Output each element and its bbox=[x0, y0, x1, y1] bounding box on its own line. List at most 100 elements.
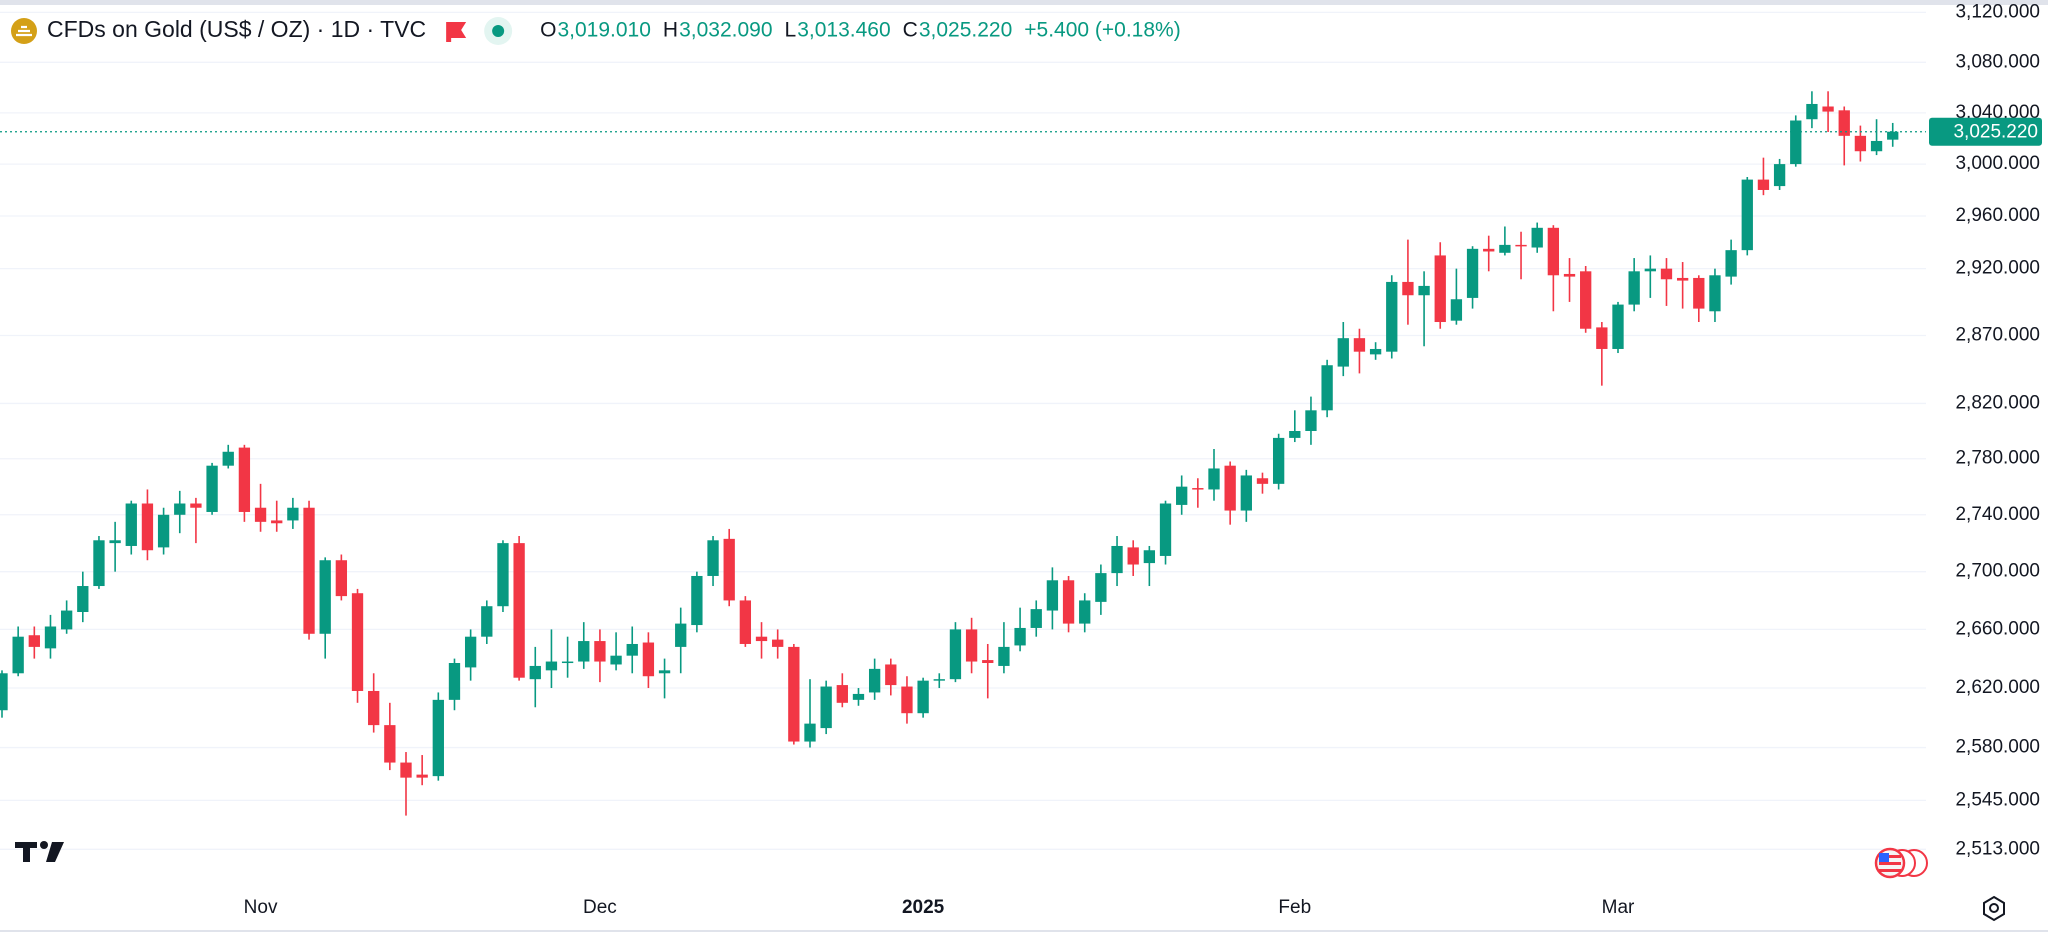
candle-body bbox=[1870, 140, 1883, 152]
candle-body bbox=[1159, 503, 1172, 556]
candle-body bbox=[1127, 547, 1139, 565]
ohlc-prefix: O bbox=[540, 19, 556, 42]
candle-body bbox=[1612, 304, 1624, 349]
x-tick-label: Nov bbox=[244, 897, 278, 918]
candle-body bbox=[319, 560, 331, 634]
last-price-tag bbox=[1929, 117, 2042, 146]
y-tick-label: 3,040.000 bbox=[1955, 102, 2040, 123]
candle-body bbox=[1854, 135, 1867, 152]
candle-body bbox=[1224, 465, 1236, 511]
candle-body bbox=[1337, 338, 1349, 367]
candle-body bbox=[917, 680, 929, 714]
ohlc-value: 3,013.460 bbox=[797, 19, 890, 42]
candle-body bbox=[448, 663, 461, 700]
ohlc-prefix: H bbox=[663, 19, 678, 42]
flag-icons[interactable] bbox=[1874, 847, 1928, 879]
candle-body bbox=[1434, 255, 1446, 323]
y-tick-label: 2,700.000 bbox=[1955, 561, 2040, 582]
candle-body bbox=[1192, 488, 1204, 490]
ohlc-prefix: L bbox=[785, 19, 797, 42]
candle-body bbox=[1062, 580, 1075, 624]
candle-body bbox=[723, 538, 735, 601]
candle-body bbox=[1321, 365, 1333, 411]
candle-body bbox=[222, 451, 234, 466]
x-tick-label: Mar bbox=[1602, 897, 1635, 918]
candle-body bbox=[44, 626, 57, 649]
candle-body bbox=[1256, 478, 1269, 484]
ohlc-value: 3,025.220 bbox=[919, 19, 1012, 42]
candle-body bbox=[1773, 164, 1786, 187]
candle-body bbox=[416, 774, 428, 778]
top-border bbox=[0, 0, 2048, 5]
candle-body bbox=[1660, 268, 1673, 280]
candle-body bbox=[28, 635, 40, 647]
candle-body bbox=[1709, 275, 1721, 312]
candles bbox=[0, 91, 1926, 816]
candle-body bbox=[1483, 248, 1495, 252]
candle-body bbox=[1369, 348, 1382, 355]
ohlc-prefix: C bbox=[903, 19, 918, 42]
candle-body bbox=[626, 643, 638, 656]
axes: 3,120.000 3,080.000 3,040.000 3,000.000 2,96… bbox=[244, 1, 2042, 918]
candle-body bbox=[658, 670, 671, 674]
candle-body bbox=[545, 661, 558, 671]
y-tick-label: 2,870.000 bbox=[1955, 324, 2040, 345]
candle-body bbox=[868, 668, 881, 693]
candle-body bbox=[1079, 600, 1091, 624]
candle-body bbox=[464, 636, 477, 668]
candle-body bbox=[1111, 545, 1123, 574]
y-tick-label: 3,000.000 bbox=[1955, 153, 2040, 174]
candle-body bbox=[0, 673, 8, 711]
candle-body bbox=[1887, 131, 1899, 140]
candle-body bbox=[497, 543, 509, 607]
settings-icon[interactable] bbox=[1983, 895, 2005, 922]
candle-body bbox=[1418, 285, 1430, 296]
candle-body bbox=[982, 660, 994, 664]
candle-body bbox=[1531, 227, 1543, 248]
candle-body bbox=[93, 540, 105, 587]
x-tick-label: Feb bbox=[1278, 897, 1311, 918]
candle-body bbox=[820, 686, 832, 729]
status-dot bbox=[492, 25, 505, 37]
candle-body bbox=[1014, 627, 1026, 646]
candle-body bbox=[513, 543, 525, 678]
legend-header: CFDs on Gold (US$ / OZ) · 1D · TVC O 3,019… bbox=[11, 16, 1181, 45]
candle-body bbox=[642, 642, 655, 677]
candle-body bbox=[1499, 244, 1511, 253]
candle-body bbox=[594, 641, 606, 662]
candle-body bbox=[1095, 573, 1107, 602]
candle-body bbox=[303, 507, 315, 634]
candle-body bbox=[933, 679, 945, 681]
candle-body bbox=[1466, 248, 1479, 298]
candle-body bbox=[949, 629, 962, 680]
candle-body bbox=[755, 636, 768, 642]
candle-body bbox=[901, 686, 913, 714]
y-tick-label: 2,545.000 bbox=[1955, 789, 2040, 810]
candle-body bbox=[675, 623, 687, 647]
candle-body bbox=[190, 503, 202, 508]
candle-body bbox=[125, 503, 137, 546]
candle-body bbox=[885, 664, 897, 686]
y-tick-label: 2,660.000 bbox=[1955, 618, 2040, 639]
change-value: +5.400 (+0.18%) bbox=[1024, 19, 1180, 42]
candle-body bbox=[206, 465, 218, 512]
candle-body bbox=[529, 665, 541, 680]
candle-body bbox=[238, 447, 251, 512]
candle-body bbox=[1563, 273, 1576, 277]
candle-body bbox=[1838, 110, 1850, 136]
candle-body bbox=[772, 639, 784, 647]
grid bbox=[0, 11, 1926, 850]
flag-icon bbox=[446, 22, 467, 42]
candle-body bbox=[1806, 103, 1818, 120]
candle-body bbox=[1450, 299, 1463, 321]
candle-body bbox=[1580, 271, 1592, 329]
candle-body bbox=[1757, 179, 1770, 190]
candle-body bbox=[1790, 120, 1802, 165]
candle-body bbox=[141, 503, 154, 551]
candle-body bbox=[1176, 486, 1188, 505]
candle-body bbox=[561, 661, 574, 664]
candle-body bbox=[998, 646, 1010, 666]
ohlc-value: 3,032.090 bbox=[679, 19, 772, 42]
